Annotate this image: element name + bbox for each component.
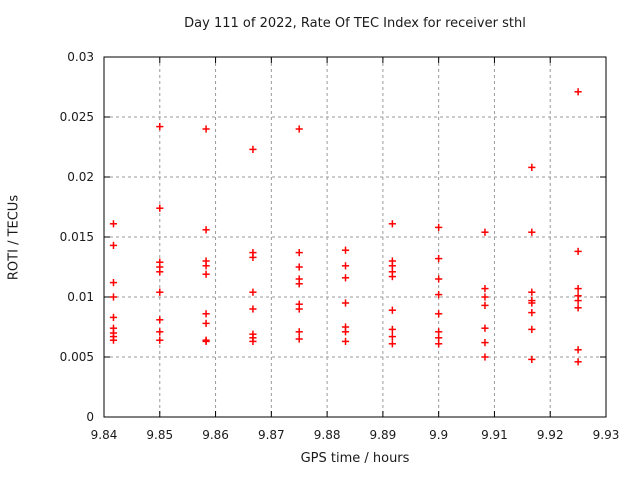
y-tick-label: 0.025 [60,110,94,124]
x-tick-label: 9.89 [370,428,397,442]
x-tick-label: 9.84 [91,428,118,442]
x-tick-label: 9.85 [146,428,173,442]
x-tick-label: 9.91 [481,428,508,442]
chart-title: Day 111 of 2022, Rate Of TEC Index for r… [184,16,526,31]
x-tick-label: 9.88 [314,428,341,442]
x-tick-label: 9.86 [202,428,229,442]
x-axis-label: GPS time / hours [300,451,410,466]
x-tick-label: 9.93 [593,428,620,442]
x-tick-label: 9.9 [429,428,448,442]
y-tick-label: 0.01 [67,290,94,304]
y-tick-label: 0.015 [60,230,94,244]
y-tick-label: 0.03 [67,50,94,64]
x-tick-label: 9.87 [258,428,285,442]
y-tick-label: 0 [86,410,94,424]
y-axis-label: ROTI / TECUs [6,194,22,281]
x-tick-label: 9.92 [537,428,564,442]
y-tick-label: 0.02 [67,170,94,184]
y-tick-label: 0.005 [60,350,94,364]
